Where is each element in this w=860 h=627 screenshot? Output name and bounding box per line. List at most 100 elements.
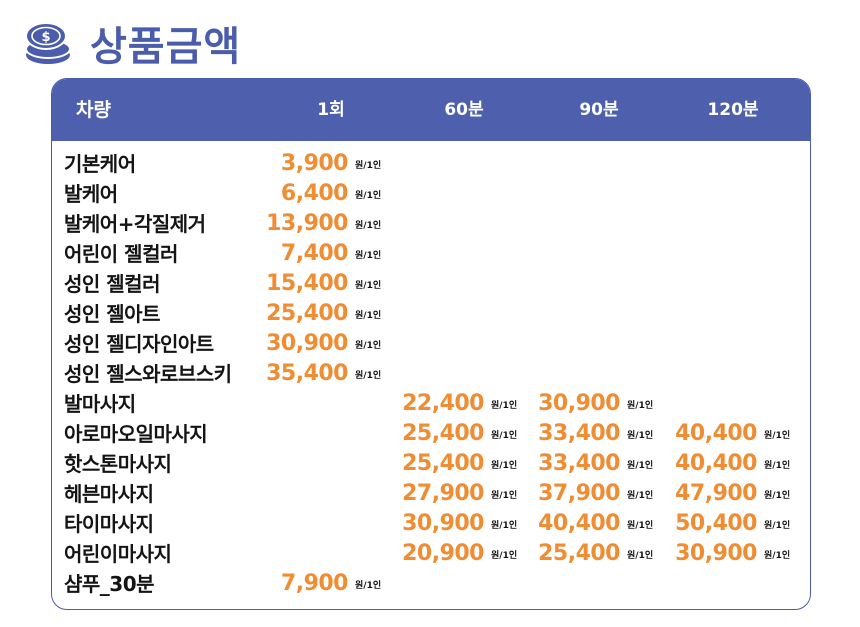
price-amount: 40,400 (675, 451, 757, 476)
price-unit: 원/1인 (355, 581, 382, 591)
service-name: 어린이마사지 (64, 542, 172, 566)
price-cell: 40,400 원/1인 (52, 509, 653, 539)
price-cell: 47,900 원/1인 (52, 479, 790, 509)
price-cell: 7,400 원/1인 (52, 239, 381, 269)
price-unit: 원/1인 (355, 191, 382, 201)
service-name: 성인 젤디자인아트 (64, 332, 214, 356)
service-name: 핫스톤마사지 (64, 452, 172, 476)
service-name: 성인 젤아트 (64, 302, 160, 326)
price-unit: 원/1인 (491, 431, 518, 441)
price-amount: 40,400 (538, 511, 620, 536)
price-amount: 30,900 (402, 511, 484, 536)
price-unit: 원/1인 (764, 551, 791, 561)
page-title: 상품금액 (90, 24, 242, 70)
title-row: $ 상품금액 (22, 16, 241, 70)
price-amount: 7,400 (280, 241, 349, 266)
price-cell: 37,900 원/1인 (52, 479, 653, 509)
table-row: 기본케어 3,900 원/1인 (52, 149, 810, 179)
price-unit: 원/1인 (627, 401, 654, 411)
price-cell: 30,900 원/1인 (52, 539, 790, 569)
price-amount: 25,400 (402, 421, 484, 446)
service-name: 헤븐마사지 (64, 482, 154, 506)
price-unit: 원/1인 (627, 431, 654, 441)
price-cell: 25,400 원/1인 (52, 539, 653, 569)
price-amount: 6,400 (280, 181, 349, 206)
price-unit: 원/1인 (627, 521, 654, 531)
price-amount: 13,900 (266, 211, 348, 236)
price-unit: 원/1인 (491, 551, 518, 561)
price-unit: 원/1인 (627, 461, 654, 471)
price-unit: 원/1인 (355, 311, 382, 321)
service-name: 기본케어 (64, 152, 136, 176)
table-row: 샴푸_30분 7,900 원/1인 (52, 569, 810, 599)
price-cell: 33,400 원/1인 (52, 419, 653, 449)
table-row: 성인 젤스와로브스키 35,400 원/1인 (52, 359, 810, 389)
service-name: 발마사지 (64, 392, 136, 416)
table-row: 어린이마사지 20,900 원/1인 25,400 원/1인 30,900 원/1인 (52, 539, 810, 569)
table-row: 아로마오일마사지 25,400 원/1인 33,400 원/1인 40,400 원/1인 (52, 419, 810, 449)
table-row: 발케어+각질제거 13,900 원/1인 (52, 209, 810, 239)
price-cell: 30,900 원/1인 (52, 509, 517, 539)
table-row: 성인 젤컬러 15,400 원/1인 (52, 269, 810, 299)
price-cell: 25,400 원/1인 (52, 449, 517, 479)
price-amount: 3,900 (280, 151, 349, 176)
price-cell: 30,900 원/1인 (52, 329, 381, 359)
price-unit: 원/1인 (627, 551, 654, 561)
table-row: 어린이 젤컬러 7,400 원/1인 (52, 239, 810, 269)
header-col-60: 60분 (444, 100, 484, 120)
price-amount: 15,400 (266, 271, 348, 296)
service-name: 어린이 젤컬러 (64, 242, 178, 266)
table-row: 타이마사지 30,900 원/1인 40,400 원/1인 50,400 원/1인 (52, 509, 810, 539)
price-cell: 40,400 원/1인 (52, 419, 790, 449)
price-cell: 15,400 원/1인 (52, 269, 381, 299)
price-amount: 25,400 (402, 451, 484, 476)
price-cell: 25,400 원/1인 (52, 419, 517, 449)
price-unit: 원/1인 (764, 521, 791, 531)
price-amount: 30,900 (538, 391, 620, 416)
price-cell: 35,400 원/1인 (52, 359, 381, 389)
price-cell: 13,900 원/1인 (52, 209, 381, 239)
price-amount: 30,900 (675, 541, 757, 566)
header-col-120: 120분 (707, 100, 759, 120)
price-unit: 원/1인 (491, 521, 518, 531)
service-name: 샴푸_30분 (64, 572, 155, 596)
table-row: 발케어 6,400 원/1인 (52, 179, 810, 209)
price-amount: 25,400 (538, 541, 620, 566)
price-cell: 40,400 원/1인 (52, 449, 790, 479)
price-unit: 원/1인 (355, 161, 382, 171)
price-amount: 50,400 (675, 511, 757, 536)
price-amount: 35,400 (266, 361, 348, 386)
table-row: 성인 젤아트 25,400 원/1인 (52, 299, 810, 329)
table-row: 헤븐마사지 27,900 원/1인 37,900 원/1인 47,900 원/1인 (52, 479, 810, 509)
price-amount: 20,900 (402, 541, 484, 566)
table-row: 핫스톤마사지 25,400 원/1인 33,400 원/1인 40,400 원/1인 (52, 449, 810, 479)
price-unit: 원/1인 (355, 221, 382, 231)
coin-stack-icon: $ (25, 22, 71, 64)
service-name: 발케어 (64, 182, 118, 206)
price-cell: 30,900 원/1인 (52, 389, 653, 419)
price-cell: 50,400 원/1인 (52, 509, 790, 539)
price-amount: 30,900 (266, 331, 348, 356)
price-amount: 7,900 (280, 571, 349, 596)
price-unit: 원/1인 (355, 251, 382, 261)
price-cell: 27,900 원/1인 (52, 479, 517, 509)
price-cell: 33,400 원/1인 (52, 449, 653, 479)
price-cell: 3,900 원/1인 (52, 149, 381, 179)
price-unit: 원/1인 (491, 401, 518, 411)
price-unit: 원/1인 (491, 491, 518, 501)
svg-text:$: $ (41, 30, 50, 45)
price-cell: 6,400 원/1인 (52, 179, 381, 209)
price-cell: 7,900 원/1인 (52, 569, 381, 599)
price-amount: 33,400 (538, 421, 620, 446)
price-amount: 40,400 (675, 421, 757, 446)
price-unit: 원/1인 (355, 341, 382, 351)
price-unit: 원/1인 (764, 431, 791, 441)
price-amount: 22,400 (402, 391, 484, 416)
price-table: 차량 1회 60분 90분 120분 기본케어 3,900 원/1인 발케어 6,400… (51, 78, 811, 610)
service-name: 타이마사지 (64, 512, 154, 536)
price-unit: 원/1인 (491, 461, 518, 471)
header-col-1: 1회 (317, 100, 345, 120)
service-name: 발케어+각질제거 (64, 212, 206, 236)
service-name: 아로마오일마사지 (64, 422, 208, 446)
service-name: 성인 젤컬러 (64, 272, 160, 296)
